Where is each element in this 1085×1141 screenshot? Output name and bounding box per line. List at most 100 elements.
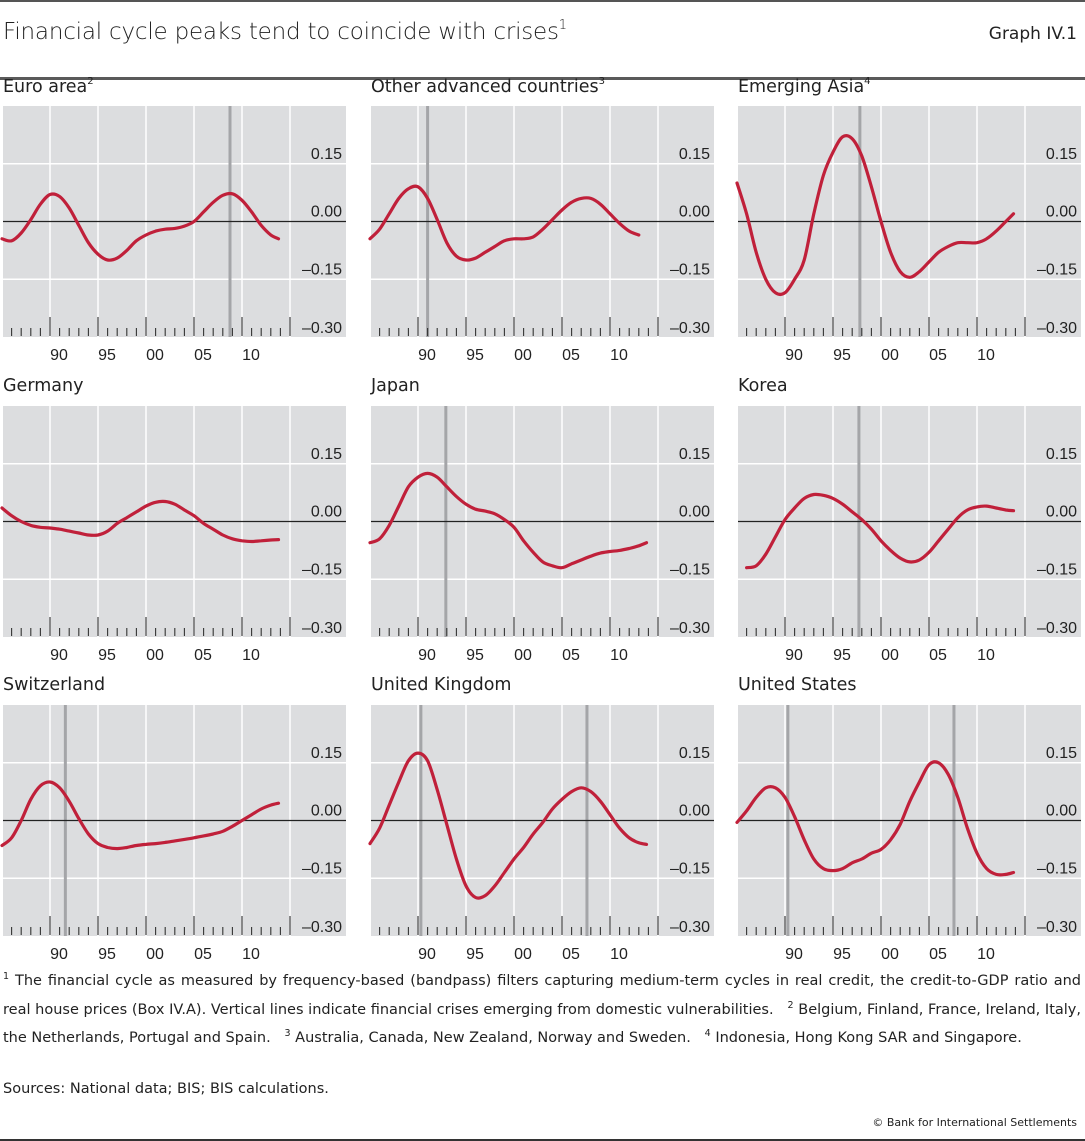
- x-tick-label: 90: [418, 647, 436, 664]
- panel-title-germany: Germany: [3, 376, 83, 396]
- y-tick-label: –0.15: [302, 860, 342, 877]
- y-tick-label: –0.30: [302, 620, 342, 637]
- y-tick-label: 0.15: [1046, 446, 1077, 463]
- y-tick-label: –0.15: [302, 261, 342, 278]
- panel-chart-euro-area: 0.15 0.00 –0.15 –0.30 90 95 00 05 10: [0, 106, 346, 364]
- x-tick-label: 00: [881, 347, 899, 364]
- x-tick-label: 10: [977, 946, 995, 963]
- x-tick-label: 00: [514, 946, 532, 963]
- panel-chart-switzerland: 0.15 0.00 –0.15 –0.30 90 95 00 05 10: [0, 705, 346, 963]
- panel-title-switzerland: Switzerland: [3, 675, 105, 695]
- series-line-germany: [0, 499, 281, 544]
- x-tick-label: 05: [562, 946, 580, 963]
- x-tick-label: 10: [977, 647, 995, 664]
- series-line-united-states: [735, 760, 1016, 877]
- panel-chart-germany: 0.15 0.00 –0.15 –0.30 90 95 00 05 10: [0, 406, 346, 664]
- graph-title: Financial cycle peaks tend to coincide w…: [3, 18, 567, 45]
- panel-title-text: Germany: [3, 376, 84, 396]
- panel-chart-other-advanced-countries: 0.15 0.00 –0.15 –0.30 90 95 00 05 10: [368, 106, 714, 364]
- y-tick-label: –0.15: [1037, 561, 1077, 578]
- x-tick-label: 05: [929, 347, 947, 364]
- panel-title-euro-area: Euro area2: [3, 76, 94, 97]
- header-rule: [0, 77, 1085, 80]
- panel-title-text: Other advanced countries: [371, 77, 599, 97]
- panel-title-text: Switzerland: [3, 675, 106, 695]
- panel-title-text: Emerging Asia: [738, 77, 865, 97]
- x-tick-label: 95: [833, 647, 851, 664]
- y-tick-label: 0.00: [311, 803, 342, 820]
- x-tick-label: 05: [194, 347, 212, 364]
- y-tick-label: –0.30: [670, 919, 710, 936]
- x-tick-label: 95: [466, 647, 484, 664]
- x-tick-label: 95: [98, 647, 116, 664]
- x-tick-label: 95: [833, 347, 851, 364]
- series-line-korea: [745, 492, 1016, 570]
- y-tick-label: 0.00: [311, 504, 342, 521]
- y-tick-label: 0.00: [679, 204, 710, 221]
- panel-title-united-states: United States: [738, 675, 857, 695]
- series-line-emerging-asia: [735, 133, 1016, 297]
- x-tick-label: 00: [881, 946, 899, 963]
- x-tick-label: 00: [146, 647, 164, 664]
- x-tick-label: 10: [242, 647, 260, 664]
- footnotes: 1 The financial cycle as measured by fre…: [3, 965, 1081, 1051]
- y-tick-label: 0.15: [1046, 146, 1077, 163]
- y-tick-label: –0.30: [302, 320, 342, 337]
- y-tick-label: 0.00: [679, 504, 710, 521]
- x-tick-label: 90: [785, 946, 803, 963]
- x-tick-label: 90: [785, 347, 803, 364]
- graph-title-text: Financial cycle peaks tend to coincide w…: [3, 19, 559, 45]
- x-tick-label: 05: [929, 946, 947, 963]
- panel-chart-emerging-asia: 0.15 0.00 –0.15 –0.30 90 95 00 05 10: [735, 106, 1081, 364]
- y-tick-label: 0.15: [679, 745, 710, 762]
- panel-title-text: Korea: [738, 376, 788, 396]
- y-tick-label: 0.00: [1046, 504, 1077, 521]
- y-tick-label: 0.00: [311, 204, 342, 221]
- x-tick-label: 90: [418, 946, 436, 963]
- x-tick-label: 05: [929, 647, 947, 664]
- x-tick-label: 05: [194, 647, 212, 664]
- x-tick-label: 00: [514, 347, 532, 364]
- y-tick-label: –0.30: [1037, 620, 1077, 637]
- y-tick-label: –0.30: [670, 620, 710, 637]
- footnote-text: Indonesia, Hong Kong SAR and Singapore.: [715, 1030, 1022, 1046]
- top-rule: [0, 0, 1085, 2]
- footnote-text: Belgium, Finland, France, Ireland, Italy…: [3, 1001, 1081, 1047]
- x-tick-label: 95: [833, 946, 851, 963]
- x-tick-label: 00: [146, 347, 164, 364]
- x-tick-label: 10: [977, 347, 995, 364]
- y-tick-label: –0.15: [302, 561, 342, 578]
- x-tick-label: 10: [610, 347, 628, 364]
- x-tick-label: 00: [146, 946, 164, 963]
- x-tick-label: 90: [50, 946, 68, 963]
- panel-title-japan: Japan: [371, 376, 420, 396]
- y-tick-label: –0.30: [302, 919, 342, 936]
- panel-footnote-marker: 2: [87, 76, 94, 87]
- panel-title-text: United States: [738, 675, 857, 695]
- copyright-notice: © Bank for International Settlements: [872, 1116, 1077, 1129]
- y-tick-label: 0.15: [679, 446, 710, 463]
- footnote-text: Australia, Canada, New Zealand, Norway a…: [295, 1030, 691, 1046]
- x-tick-label: 95: [466, 347, 484, 364]
- x-tick-label: 90: [50, 347, 68, 364]
- y-tick-label: –0.30: [670, 320, 710, 337]
- sources-note: Sources: National data; BIS; BIS calcula…: [3, 1081, 329, 1097]
- series-line-euro-area: [0, 191, 281, 262]
- graph-number: Graph IV.1: [988, 24, 1077, 44]
- panel-chart-japan: 0.15 0.00 –0.15 –0.30 90 95 00 05 10: [368, 406, 714, 664]
- y-tick-label: –0.30: [1037, 320, 1077, 337]
- y-tick-label: –0.30: [1037, 919, 1077, 936]
- y-tick-label: 0.15: [311, 446, 342, 463]
- y-tick-label: 0.00: [679, 803, 710, 820]
- x-tick-label: 00: [514, 647, 532, 664]
- panel-footnote-marker: 3: [598, 76, 606, 87]
- y-tick-label: 0.15: [1046, 745, 1077, 762]
- x-tick-label: 95: [466, 946, 484, 963]
- x-tick-label: 05: [562, 647, 580, 664]
- x-tick-label: 10: [610, 946, 628, 963]
- y-tick-label: –0.15: [670, 261, 710, 278]
- x-tick-label: 90: [418, 347, 436, 364]
- x-tick-label: 10: [242, 347, 260, 364]
- y-tick-label: –0.15: [1037, 860, 1077, 877]
- footnote-marker: 3: [284, 1028, 291, 1039]
